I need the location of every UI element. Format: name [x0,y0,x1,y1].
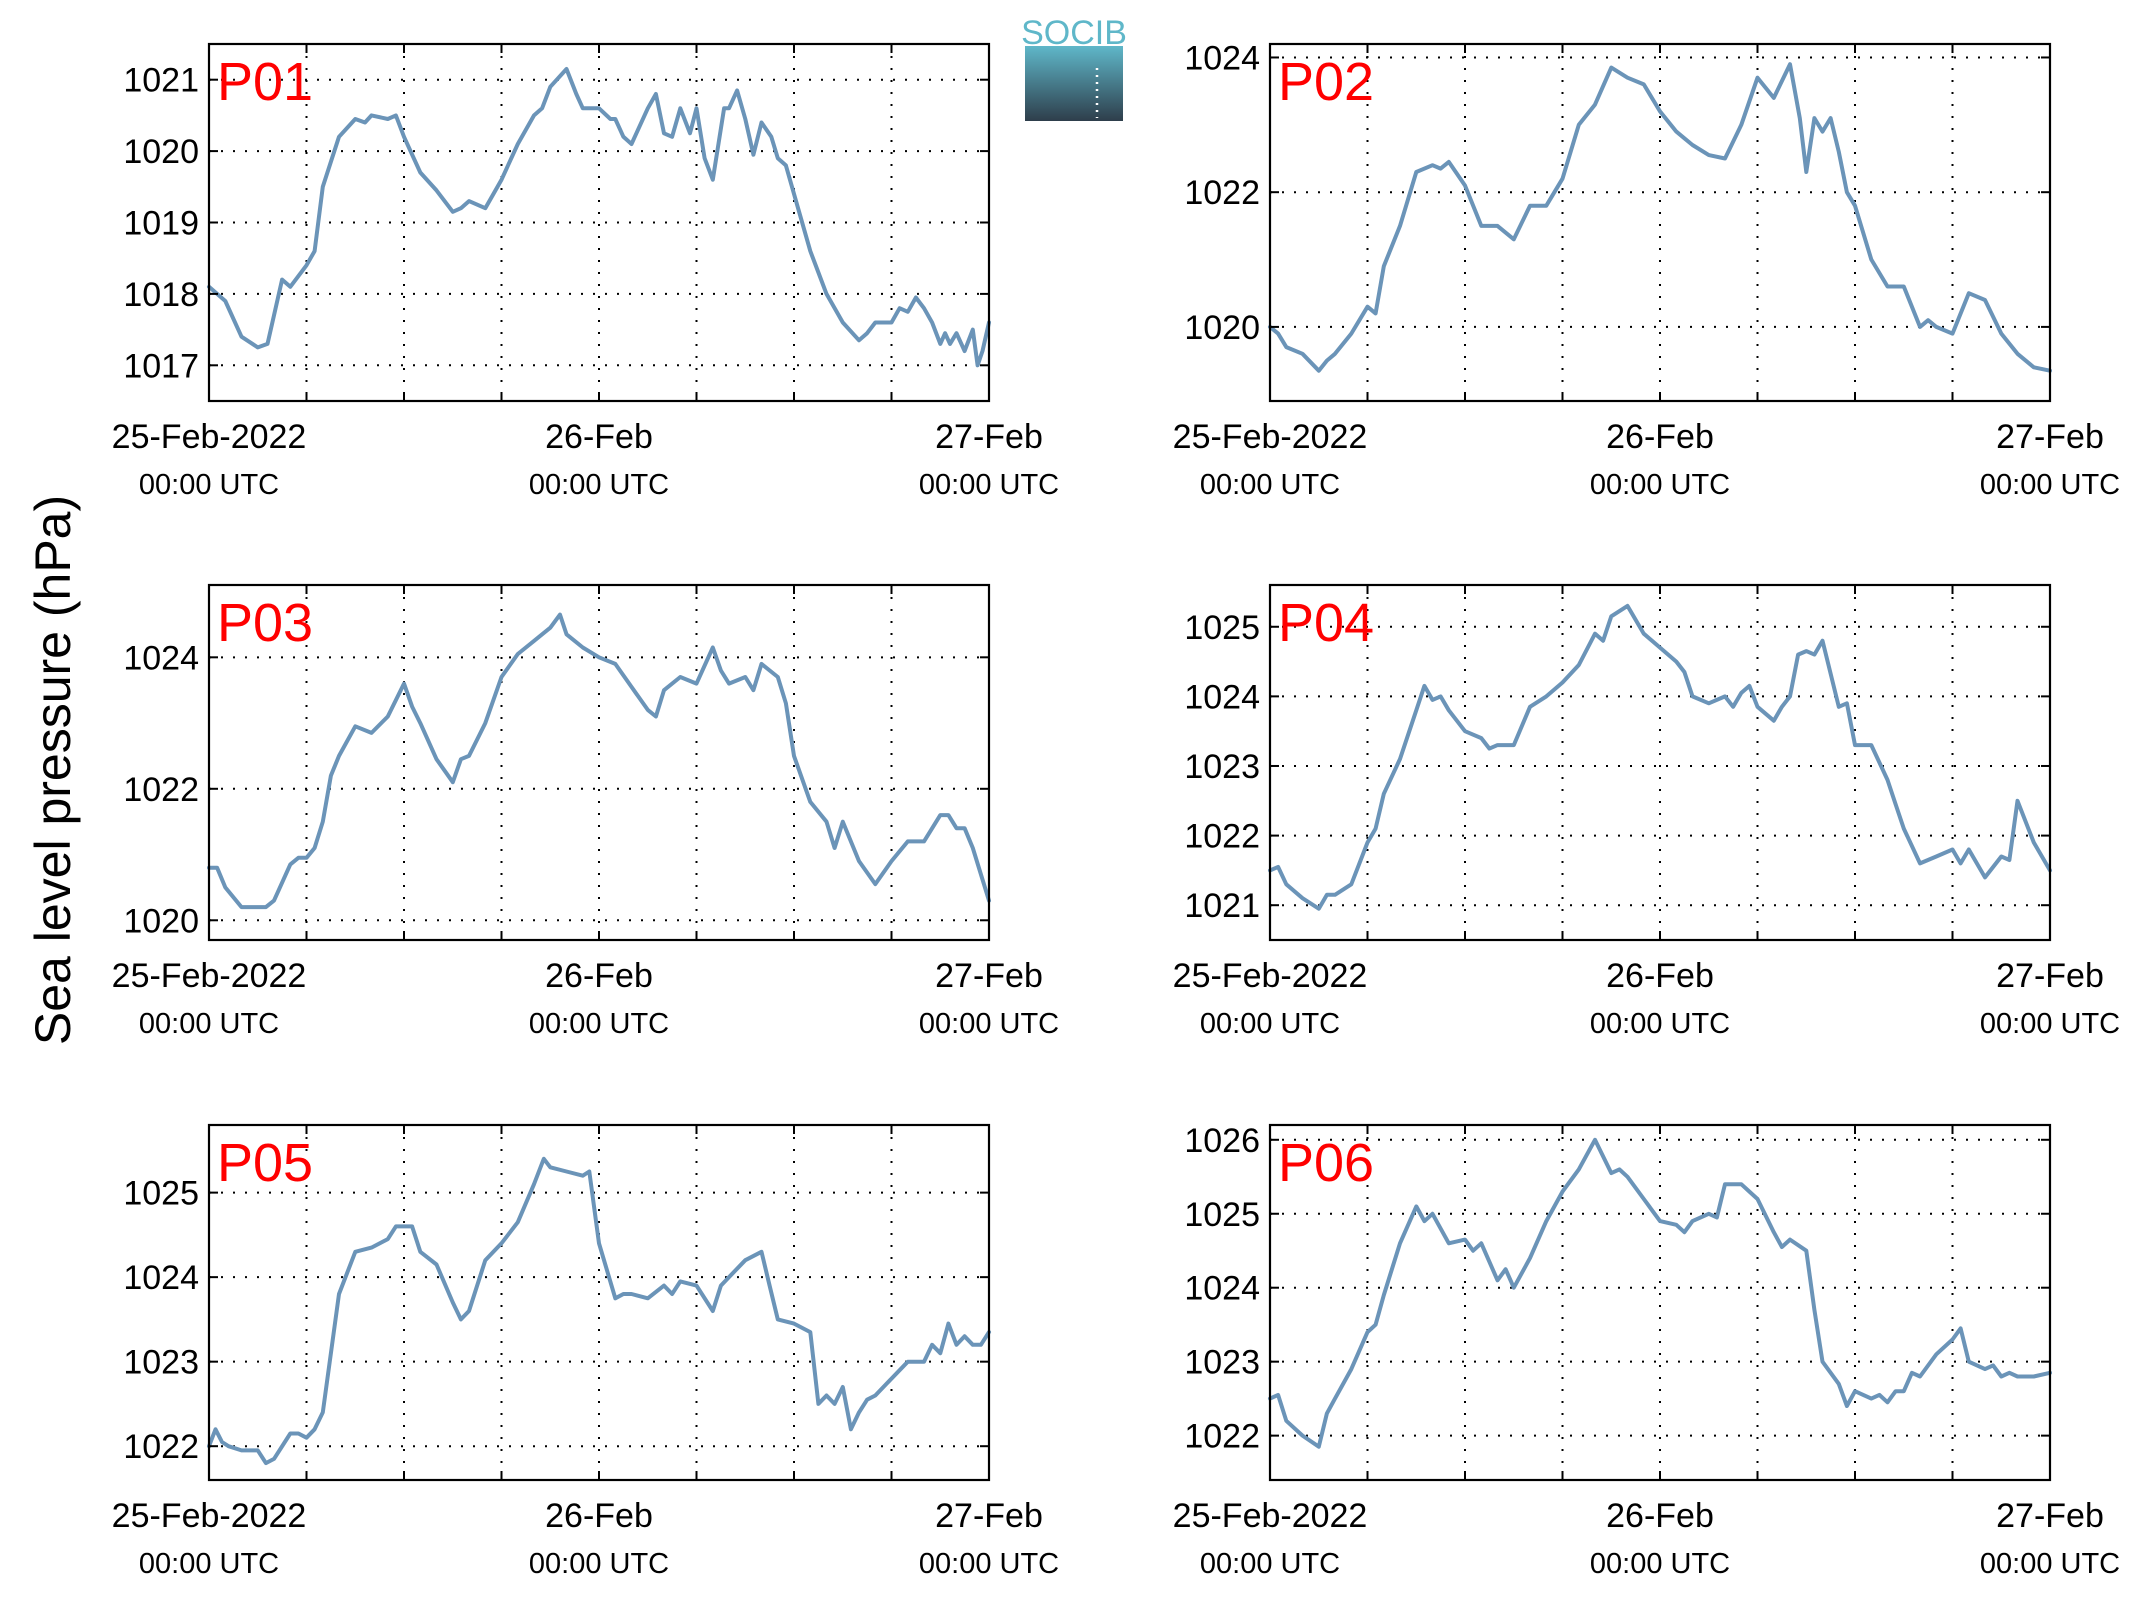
y-tick-label: 1025 [1184,609,1260,647]
x-tick-label: 26-Feb [1606,418,1714,456]
x-tick-sublabel: 00:00 UTC [1590,1008,1730,1040]
y-tick-label: 1024 [1184,678,1260,716]
y-tick-label: 1022 [1184,174,1260,212]
x-tick-label: 26-Feb [1606,957,1714,995]
x-tick-label: 25-Feb-2022 [112,418,307,456]
x-tick-label: 27-Feb [935,1497,1043,1535]
y-tick-label: 1021 [123,62,199,100]
x-tick-sublabel: 00:00 UTC [529,1548,669,1580]
x-tick-sublabel: 00:00 UTC [919,1548,1059,1580]
panel-p06: 1022 1023 1024 1025 1026 25-Feb-2022 00:00 UTC… [1173,1122,2120,1580]
panel-label-p03: P03 [217,593,313,653]
y-tick-label: 1022 [123,771,199,809]
x-tick-label: 25-Feb-2022 [112,1497,307,1535]
x-tick-sublabel: 00:00 UTC [1200,1548,1340,1580]
series-line-p03 [207,612,991,910]
x-tick-label: 27-Feb [935,957,1043,995]
panel-p05: 1022 1023 1024 1025 25-Feb-2022 00:00 UTC 26-F… [112,1123,1059,1580]
y-tick-label: 1024 [123,639,199,677]
logo-text: SOCIB [1021,14,1127,52]
y-tick-label: 1020 [123,133,199,171]
panel-label-p06: P06 [1278,1133,1374,1193]
x-tick-label: 25-Feb-2022 [1173,1497,1368,1535]
panels: 1017 1018 1019 1020 1021 25-Feb-2022 00:00 UTC… [112,39,2120,1580]
x-tick-label: 26-Feb [545,1497,653,1535]
x-tick-sublabel: 00:00 UTC [1200,1008,1340,1040]
series-line-p06 [1268,1137,2052,1449]
series-line-p01 [207,67,991,368]
y-tick-label: 1026 [1184,1122,1260,1160]
y-tick-label: 1020 [123,902,199,940]
logo-body [1025,46,1123,121]
x-tick-sublabel: 00:00 UTC [139,469,279,501]
y-tick-label: 1020 [1184,309,1260,347]
x-tick-label: 27-Feb [1996,418,2104,456]
x-tick-sublabel: 00:00 UTC [1980,1008,2120,1040]
x-tick-label: 27-Feb [1996,1497,2104,1535]
y-tick-label: 1025 [1184,1196,1260,1234]
x-tick-sublabel: 00:00 UTC [919,469,1059,501]
x-tick-label: 27-Feb [935,418,1043,456]
y-axis-label: Sea level pressure (hPa) [25,495,81,1045]
y-tick-label: 1022 [1184,1418,1260,1456]
y-tick-label: 1021 [1184,887,1260,925]
series-line-p02 [1268,62,2052,373]
x-tick-sublabel: 00:00 UTC [1980,469,2120,501]
socib-logo: SOCIB [1021,14,1127,121]
y-tick-label: 1022 [123,1428,199,1466]
panel-p01: 1017 1018 1019 1020 1021 25-Feb-2022 00:00 UTC… [112,42,1059,501]
x-tick-label: 26-Feb [545,418,653,456]
x-tick-sublabel: 00:00 UTC [1980,1548,2120,1580]
panel-label-p04: P04 [1278,593,1374,653]
y-tick-label: 1024 [1184,39,1260,77]
y-tick-label: 1025 [123,1175,199,1213]
y-tick-label: 1019 [123,205,199,243]
y-tick-label: 1023 [123,1344,199,1382]
x-tick-label: 26-Feb [1606,1497,1714,1535]
panel-p04: 1021 1022 1023 1024 1025 25-Feb-2022 00:00 UTC… [1173,583,2120,1040]
series-line-p05 [207,1156,991,1466]
y-tick-label: 1024 [1184,1270,1260,1308]
x-tick-sublabel: 00:00 UTC [1590,1548,1730,1580]
series-line-p04 [1268,603,2052,911]
x-tick-sublabel: 00:00 UTC [139,1548,279,1580]
y-tick-label: 1024 [123,1259,199,1297]
y-tick-label: 1018 [123,276,199,314]
x-tick-label: 25-Feb-2022 [1173,957,1368,995]
x-tick-sublabel: 00:00 UTC [139,1008,279,1040]
x-tick-sublabel: 00:00 UTC [529,469,669,501]
panel-label-p02: P02 [1278,52,1374,112]
panel-label-p05: P05 [217,1133,313,1193]
y-tick-label: 1017 [123,347,199,385]
panel-p03: 1020 1022 1024 25-Feb-2022 00:00 UTC 26-Feb 00… [112,583,1059,1040]
panel-p02: 1020 1022 1024 25-Feb-2022 00:00 UTC 26-Feb 00… [1173,39,2120,501]
x-tick-label: 25-Feb-2022 [1173,418,1368,456]
x-tick-sublabel: 00:00 UTC [919,1008,1059,1040]
x-tick-sublabel: 00:00 UTC [1590,469,1730,501]
x-tick-sublabel: 00:00 UTC [529,1008,669,1040]
y-tick-label: 1022 [1184,818,1260,856]
x-tick-label: 27-Feb [1996,957,2104,995]
panel-label-p01: P01 [217,52,313,112]
y-tick-label: 1023 [1184,748,1260,786]
y-tick-label: 1023 [1184,1344,1260,1382]
x-tick-sublabel: 00:00 UTC [1200,469,1340,501]
x-tick-label: 25-Feb-2022 [112,957,307,995]
x-tick-label: 26-Feb [545,957,653,995]
